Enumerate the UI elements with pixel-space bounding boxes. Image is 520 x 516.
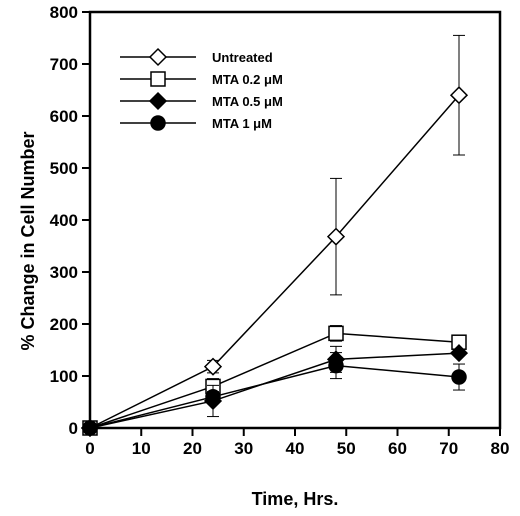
data-point bbox=[449, 344, 469, 363]
y-tick-label: 600 bbox=[50, 107, 78, 126]
x-tick-label: 20 bbox=[183, 439, 202, 458]
legend-label: Untreated bbox=[212, 50, 273, 65]
x-tick-label: 10 bbox=[132, 439, 151, 458]
y-axis-title: % Change in Cell Number bbox=[18, 131, 38, 350]
x-tick-label: 60 bbox=[388, 439, 407, 458]
x-tick-label: 40 bbox=[286, 439, 305, 458]
x-tick-label: 0 bbox=[85, 439, 94, 458]
series-mta-0-5-m-line bbox=[89, 352, 460, 429]
data-point bbox=[328, 325, 344, 342]
legend-item-mta-0-2-m: MTA 0.2 μM bbox=[120, 71, 283, 87]
x-tick-label: 50 bbox=[337, 439, 356, 458]
legend-marker bbox=[150, 115, 166, 131]
x-tick-label: 70 bbox=[439, 439, 458, 458]
series-group bbox=[80, 34, 469, 438]
y-tick-label: 0 bbox=[69, 419, 78, 438]
legend-marker bbox=[150, 71, 166, 87]
x-tick-label: 80 bbox=[491, 439, 510, 458]
legend-marker bbox=[148, 91, 168, 111]
legend: Untreated MTA 0.2 μM MTA 0.5 μM MTA 1 μM bbox=[120, 47, 283, 131]
data-point bbox=[82, 420, 98, 436]
y-tick-label: 100 bbox=[50, 367, 78, 386]
legend-label: MTA 0.2 μM bbox=[212, 72, 283, 87]
series-mta-1-m bbox=[82, 352, 467, 436]
y-tick-label: 200 bbox=[50, 315, 78, 334]
data-point bbox=[449, 86, 469, 105]
series-mta-0-2-m-line bbox=[89, 332, 460, 429]
x-axis-title: Time, Hrs. bbox=[252, 489, 339, 509]
legend-item-mta-0-5-m: MTA 0.5 μM bbox=[120, 91, 283, 111]
legend-item-untreated: Untreated bbox=[120, 47, 273, 67]
legend-item-mta-1-m: MTA 1 μM bbox=[120, 115, 272, 131]
legend-label: MTA 0.5 μM bbox=[212, 94, 283, 109]
series-untreated-line bbox=[89, 94, 460, 429]
axes: 0 10 20 30 40 50 60 70 8001002003004005006007008… bbox=[50, 3, 510, 458]
y-tick-label: 300 bbox=[50, 263, 78, 282]
y-tick-label: 800 bbox=[50, 3, 78, 22]
legend-marker bbox=[148, 47, 168, 67]
data-point bbox=[326, 227, 346, 246]
data-point bbox=[451, 369, 467, 385]
data-point bbox=[203, 357, 223, 376]
data-point bbox=[205, 389, 221, 405]
series-mta-1-m-line bbox=[89, 364, 460, 429]
y-tick-label: 400 bbox=[50, 211, 78, 230]
legend-label: MTA 1 μM bbox=[212, 116, 272, 131]
y-tick-label: 500 bbox=[50, 159, 78, 178]
y-tick-label: 700 bbox=[50, 55, 78, 74]
data-point bbox=[328, 357, 344, 374]
x-tick-label: 30 bbox=[234, 439, 253, 458]
